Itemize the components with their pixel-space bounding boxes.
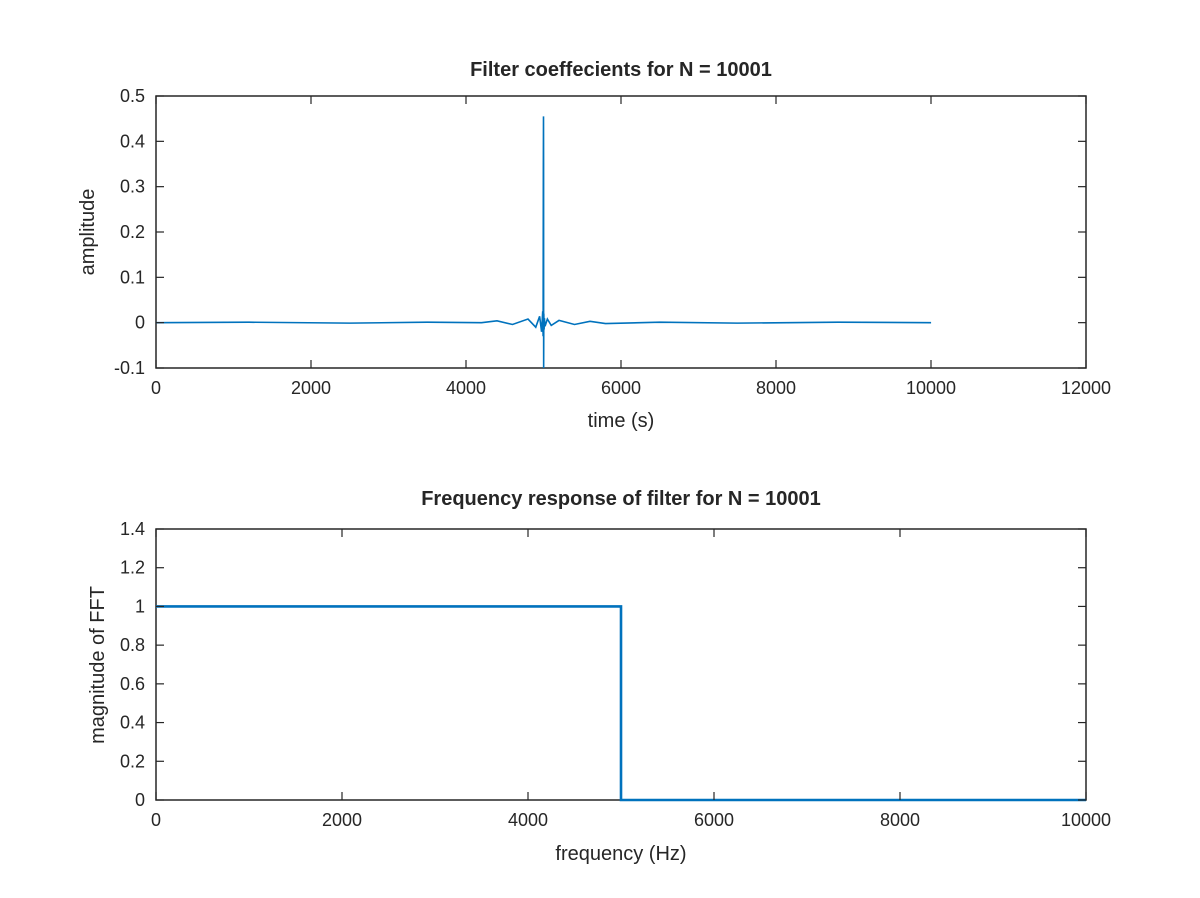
plot-area — [155, 95, 1087, 369]
series-line-1 — [156, 605, 1086, 802]
y-tick-label: 0.3 — [120, 177, 145, 197]
x-tick-label: 2000 — [322, 810, 362, 830]
x-tick-label: 0 — [151, 810, 161, 830]
series-line-1 — [156, 116, 932, 369]
x-tick-label: 10000 — [1061, 810, 1111, 830]
x-axis-label: frequency (Hz) — [555, 843, 686, 865]
chart-title: Filter coeffecients for N = 10001 — [470, 59, 772, 81]
x-tick-label: 2000 — [291, 378, 331, 398]
tick-layer: 0 2000 4000 6000 8000 10000 12000 -0.1 0 0.1 0.2 0.… — [114, 86, 1111, 398]
y-axis-label: magnitude of FFT — [87, 586, 109, 744]
x-tick-label: 4000 — [446, 378, 486, 398]
tick-layer: 0 2000 4000 6000 8000 10000 0 0.2 0.4 0.6 0.8 1 1.2 1… — [120, 519, 1111, 830]
y-tick-label: 0.2 — [120, 751, 145, 771]
y-tick-label: 0.6 — [120, 674, 145, 694]
y-tick-label: 1 — [135, 596, 145, 616]
series-layer — [156, 605, 1086, 802]
frequency-response-plot: 0 2000 4000 6000 8000 10000 0 0.2 0.4 0.6 0.8 1 1.2 1… — [87, 488, 1111, 865]
y-tick-label: 0.5 — [120, 86, 145, 106]
x-tick-label: 12000 — [1061, 378, 1111, 398]
y-axis-label: amplitude — [77, 189, 99, 276]
y-tick-label: -0.1 — [114, 358, 145, 378]
y-tick-label: 0 — [135, 313, 145, 333]
x-tick-label: 0 — [151, 378, 161, 398]
x-tick-label: 6000 — [601, 378, 641, 398]
y-tick-label: 0.1 — [120, 267, 145, 287]
x-tick-label: 6000 — [694, 810, 734, 830]
series-layer — [156, 116, 932, 369]
y-tick-label: 0.2 — [120, 222, 145, 242]
chart-title: Frequency response of filter for N = 100… — [421, 488, 821, 510]
y-tick-label: 0.8 — [120, 635, 145, 655]
filter-coefficients-plot: 0 2000 4000 6000 8000 10000 12000 -0.1 0 0.1 0.2 0.… — [77, 59, 1111, 432]
y-tick-label: 1.2 — [120, 558, 145, 578]
y-tick-label: 0 — [135, 790, 145, 810]
x-tick-label: 4000 — [508, 810, 548, 830]
y-tick-label: 0.4 — [120, 713, 145, 733]
y-tick-label: 0.4 — [120, 131, 145, 151]
x-tick-label: 10000 — [906, 378, 956, 398]
x-tick-label: 8000 — [880, 810, 920, 830]
x-axis-label: time (s) — [588, 410, 655, 432]
y-tick-label: 1.4 — [120, 519, 145, 539]
x-tick-label: 8000 — [756, 378, 796, 398]
